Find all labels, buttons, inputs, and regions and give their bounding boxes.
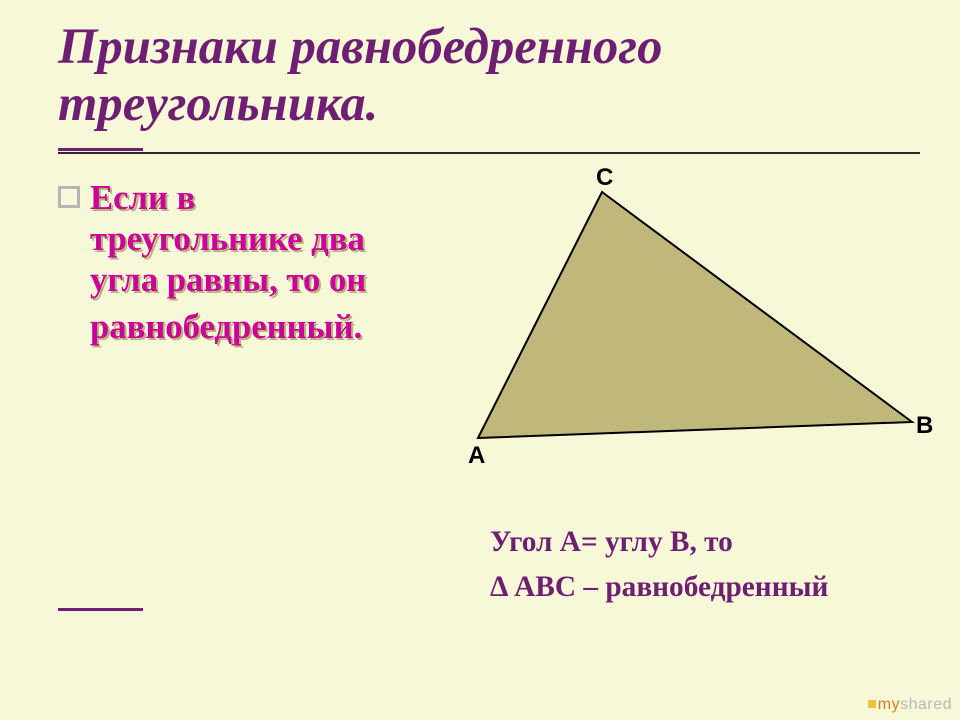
title-underline	[58, 152, 920, 154]
conclusion-text: Угол А= углу В, то Δ АВС – равнобедренны…	[490, 520, 920, 611]
title-accent-bottom	[58, 608, 143, 611]
watermark: myshared	[868, 696, 952, 714]
conclusion-line1: Угол А= углу В, то	[490, 526, 733, 558]
vertex-c-label: С	[596, 164, 613, 192]
slide-title: Признаки равнобедренного треугольника.	[58, 18, 758, 132]
vertex-a-label: А	[468, 442, 485, 470]
watermark-part1: my	[878, 696, 900, 713]
watermark-icon	[868, 700, 876, 708]
conclusion-line2: Δ АВС – равнобедренный	[490, 571, 828, 603]
triangle-diagram: А В С	[440, 170, 930, 460]
vertex-b-label: В	[916, 412, 933, 440]
watermark-part2: shared	[900, 696, 952, 713]
theorem-text: Если в треугольнике два угла равны, то о…	[90, 178, 410, 348]
title-accent-top	[58, 148, 143, 151]
slide: Признаки равнобедренного треугольника. Е…	[0, 0, 960, 720]
triangle-shape	[478, 192, 912, 438]
triangle-svg	[440, 170, 930, 460]
bullet-square-icon	[58, 186, 80, 208]
